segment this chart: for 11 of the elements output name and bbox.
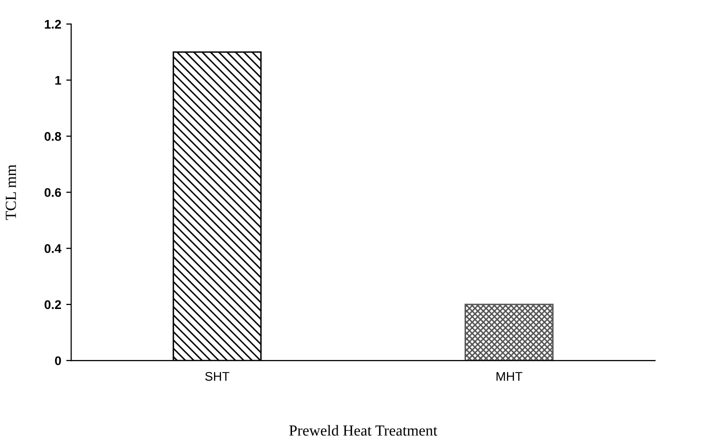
y-tick-label: 1.2 [44,20,61,29]
x-axis-title: Preweld Heat Treatment [289,424,438,436]
y-tick-label: 0.6 [44,188,62,197]
y-tick-label: 1 [55,76,62,85]
x-tick-label: MHT [496,372,522,381]
y-tick-label: 0 [55,356,61,366]
y-tick-label: 0.4 [44,244,62,254]
y-tick-label: 0.8 [44,132,62,141]
y-axis-title: TCL mm [6,164,16,220]
x-tick-label: SHT [205,372,230,381]
y-tick-label: 0.2 [44,300,61,310]
